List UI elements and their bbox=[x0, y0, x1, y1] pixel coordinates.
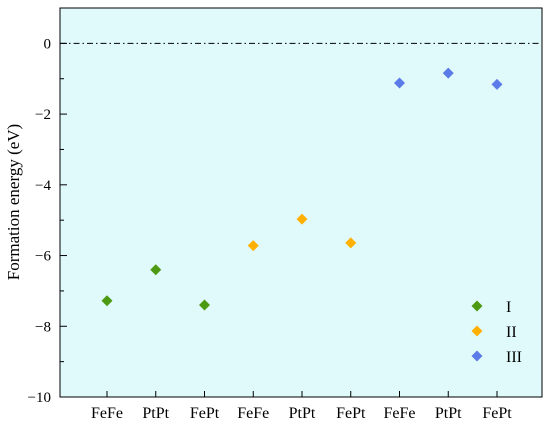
x-category-label: FePt bbox=[336, 405, 366, 422]
x-category-label: FeFe bbox=[237, 405, 269, 422]
x-category-label: FePt bbox=[482, 405, 512, 422]
plot-frame bbox=[59, 7, 543, 398]
data-points bbox=[101, 67, 503, 311]
plot-background bbox=[60, 8, 542, 397]
legend-marker-II bbox=[471, 325, 483, 337]
data-point-series-II bbox=[345, 237, 357, 249]
data-point-series-II bbox=[247, 240, 259, 252]
x-category-label: FePt bbox=[190, 405, 220, 422]
x-category-labels: FeFe PtPt FePt FeFe PtPt FePt FeFe PtPt FePt bbox=[91, 405, 512, 422]
y-tick-label: −4 bbox=[35, 178, 51, 194]
y-tick-label: −8 bbox=[35, 319, 51, 335]
legend-label-III: III bbox=[506, 349, 522, 366]
data-point-series-I bbox=[101, 295, 113, 307]
data-point-series-I bbox=[150, 264, 162, 276]
x-ticks bbox=[106, 391, 498, 397]
x-category-label: PtPt bbox=[435, 405, 462, 422]
y-tick-label: −10 bbox=[28, 390, 51, 406]
x-category-label: PtPt bbox=[142, 405, 169, 422]
y-tick-labels: 0 −2 −4 −6 −8 −10 bbox=[28, 36, 52, 406]
legend-label-I: I bbox=[506, 299, 511, 316]
data-point-series-III bbox=[491, 78, 503, 90]
legend-marker-III bbox=[471, 350, 483, 362]
y-minor-ticks bbox=[60, 78, 64, 363]
y-tick-label: 0 bbox=[44, 36, 52, 52]
y-axis-title: Formation energy (eV) bbox=[4, 124, 23, 280]
legend-label-II: II bbox=[506, 324, 517, 341]
data-point-series-II bbox=[296, 213, 308, 225]
data-point-series-III bbox=[394, 77, 405, 89]
x-category-label: PtPt bbox=[289, 405, 316, 422]
data-point-series-I bbox=[199, 299, 210, 311]
legend-marker-I bbox=[471, 300, 483, 312]
y-tick-label: −6 bbox=[35, 249, 51, 265]
x-category-label: FeFe bbox=[91, 405, 123, 422]
x-category-label: FeFe bbox=[384, 405, 416, 422]
data-point-series-III bbox=[442, 67, 454, 79]
y-tick-label: −2 bbox=[35, 107, 51, 123]
